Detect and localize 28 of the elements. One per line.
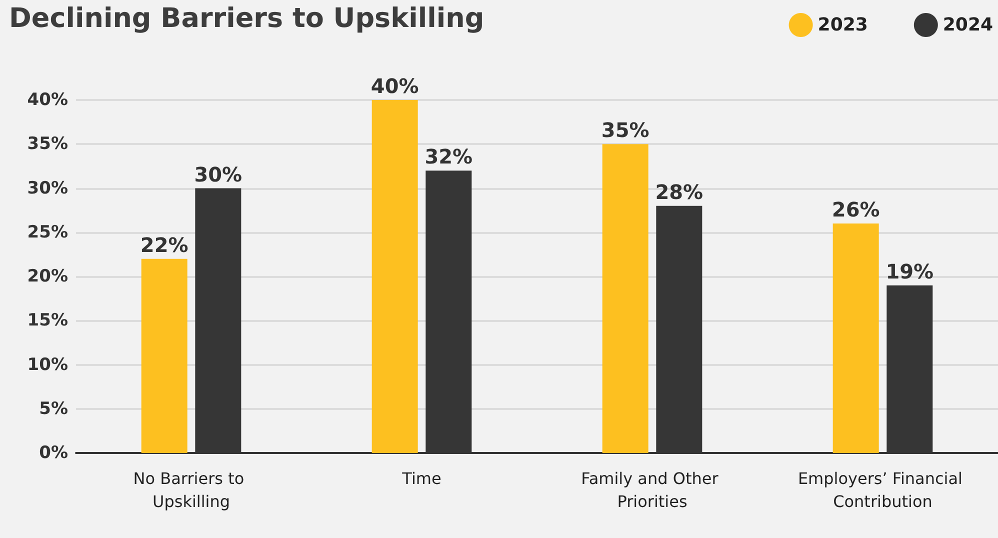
x-tick-label: Family and Other Priorities (581, 469, 724, 511)
data-label: 22% (140, 232, 188, 257)
bar (832, 224, 879, 453)
x-tick-label: No Barriers to Upskilling (133, 469, 250, 511)
y-tick-label: 25% (27, 222, 68, 242)
y-tick-label: 15% (27, 310, 68, 331)
y-tick-label: 10% (27, 354, 68, 375)
data-label: 19% (886, 259, 934, 284)
y-tick-label: 5% (39, 398, 68, 419)
y-tick-label: 30% (27, 178, 68, 198)
chart-title: Declining Barriers to Upskilling (9, 3, 484, 34)
data-label: 26% (832, 198, 880, 222)
bar (141, 258, 188, 453)
data-label: 32% (424, 144, 473, 169)
y-tick-label: 20% (27, 266, 68, 286)
y-tick-label: 40% (27, 90, 68, 110)
x-tick-label: Time (401, 469, 442, 488)
y-tick-label: 0% (39, 443, 68, 463)
data-label: 40% (370, 74, 419, 98)
legend-label: 2023 (818, 14, 868, 36)
x-tick-label: Employers’ Financial Contribution (798, 469, 968, 511)
bar (602, 144, 648, 453)
data-label: 30% (194, 162, 242, 186)
data-label: 28% (655, 180, 704, 204)
y-tick-label: 35% (27, 134, 68, 154)
bar (372, 100, 418, 453)
data-label: 35% (601, 118, 650, 142)
legend-label: 2024 (942, 14, 994, 36)
